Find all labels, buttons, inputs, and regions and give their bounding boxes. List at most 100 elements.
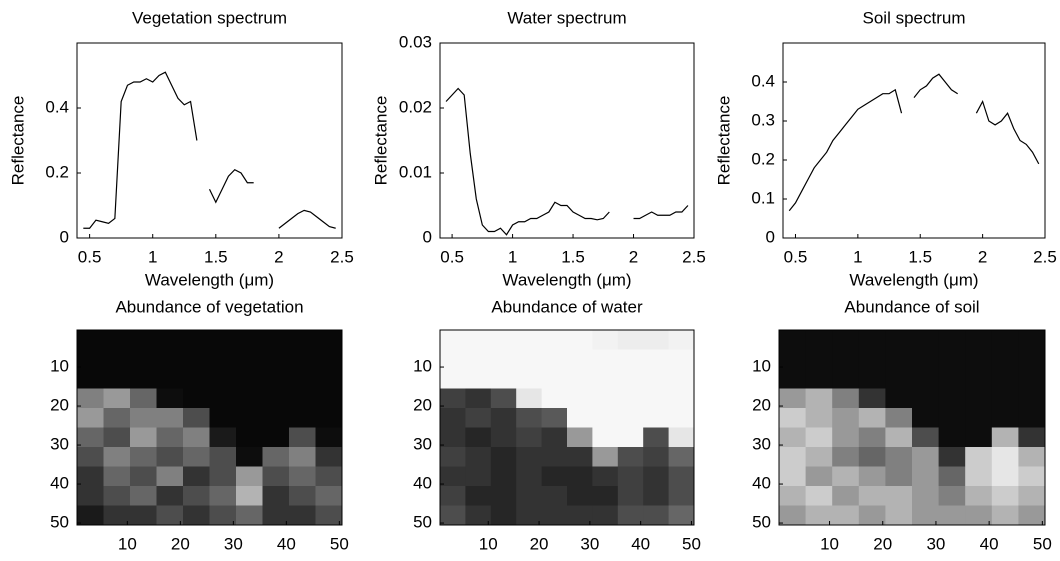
abundance-cell [490,330,517,350]
x-tick-label: 40 [631,534,650,553]
abundance-cell [779,466,806,487]
abundance-cell [209,486,237,506]
x-tick-label: 40 [980,534,999,553]
panel-title: Abundance of soil [844,297,979,316]
x-tick-label: 2.5 [330,247,354,266]
abundance-cell [567,505,593,526]
x-tick-label: 50 [1033,534,1052,553]
abundance-cell [965,349,993,370]
abundance-cell [938,330,966,350]
abundance-cell [103,466,131,487]
abundance-cell [592,427,619,448]
abundance-cell [617,330,644,350]
abundance-cell [465,369,492,389]
abundance-cell [77,408,104,428]
abundance-cell [130,427,157,448]
abundance-cell [938,349,966,370]
abundance-cell [440,349,466,370]
x-tick-label: 2.5 [1033,247,1057,266]
abundance-cell [77,486,104,506]
abundance-cell [289,349,316,370]
abundance-cell [465,388,492,409]
abundance-cell [668,388,695,409]
y-tick-label: 0.4 [751,71,775,90]
abundance-cell [516,349,542,370]
abundance-cell [156,330,184,350]
abundance-cell [643,408,669,428]
abundance-cell [832,447,860,467]
abundance-cell [643,466,669,487]
x-tick-label: 2 [274,247,283,266]
abundance-cell [643,427,669,448]
y-tick-label: 0.2 [751,149,775,168]
abundance-cell [912,349,939,370]
abundance-cell [938,408,966,428]
abundance-cell [289,427,316,448]
abundance-cell [1018,349,1046,370]
x-tick-label: 0.5 [78,247,102,266]
abundance-cell [315,349,343,370]
abundance-cell [209,447,237,467]
abundance-cell [77,349,104,370]
abundance-cell [289,466,316,487]
abundance-cell [965,486,993,506]
panel-title: Vegetation spectrum [132,8,287,27]
abundance-cell [440,505,466,526]
abundance-cell [209,466,237,487]
abundance-cell [130,330,157,350]
abundance-cell [465,427,492,448]
abundance-cell [832,349,860,370]
abundance-cell [183,447,210,467]
x-tick-label: 2 [629,247,638,266]
abundance-cell [643,369,669,389]
abundance-cell [805,447,833,467]
abundance-cell [130,505,157,526]
abundance-cell [779,505,806,526]
x-tick-label: 1.5 [908,247,932,266]
abundance-cell [805,349,833,370]
abundance-cell [490,466,517,487]
x-tick-label: 10 [479,534,498,553]
x-tick-label: 50 [682,534,701,553]
abundance-cell [832,427,860,448]
abundance-cell [858,408,886,428]
abundance-cell [289,505,316,526]
y-tick-label: 10 [413,357,432,376]
abundance-cell [643,349,669,370]
abundance-cell [183,466,210,487]
abundance-cell [805,427,833,448]
x-tick-label: 20 [171,534,190,553]
abundance-cell [617,427,644,448]
x-tick-label: 20 [873,534,892,553]
abundance-cell [592,408,619,428]
abundance-cell [103,505,131,526]
abundance-cell [643,447,669,467]
abundance-cell [1018,486,1046,506]
y-tick-label: 20 [413,396,432,415]
abundance-cell [885,388,913,409]
abundance-cell [885,427,913,448]
abundance-cell [617,349,644,370]
y-tick-label: 0 [60,227,69,246]
abundance-cell [289,408,316,428]
y-tick-label: 30 [50,435,69,454]
abundance-cell [779,427,806,448]
abundance-cell [315,408,343,428]
abundance-cell [77,369,104,389]
abundance-cell [617,447,644,467]
abundance-cell [183,388,210,409]
abundance-cell [516,486,542,506]
abundance-cell [209,330,237,350]
abundance-cell [1018,466,1046,487]
abundance-cell [77,447,104,467]
x-tick-label: 2 [978,247,987,266]
abundance-cell [805,388,833,409]
abundance-cell [183,408,210,428]
abundance-cell [668,447,695,467]
abundance-cell [183,369,210,389]
x-tick-label: 10 [118,534,137,553]
abundance-cell [858,486,886,506]
abundance-cell [541,349,568,370]
abundance-cell [541,427,568,448]
y-axis-label: Reflectance [714,96,733,186]
